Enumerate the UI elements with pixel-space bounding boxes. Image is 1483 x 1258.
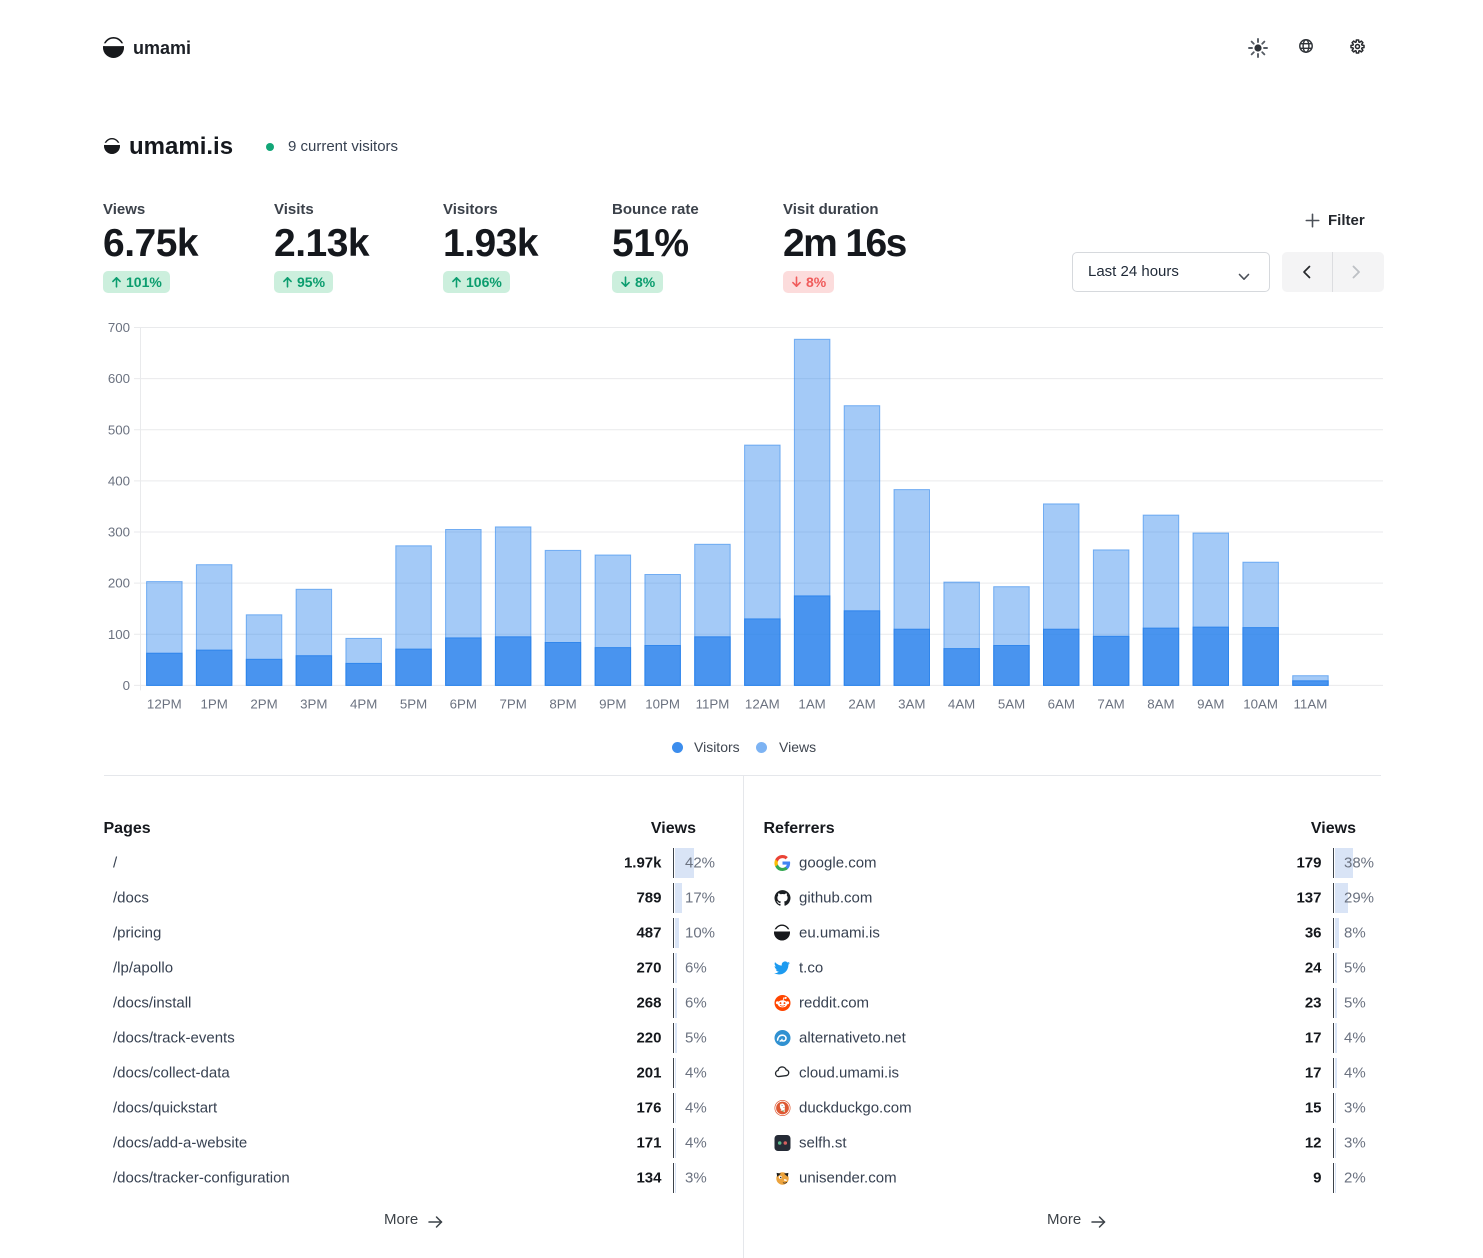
svg-text:200: 200 [108,576,130,591]
svg-text:9PM: 9PM [599,697,626,712]
svg-text:12PM: 12PM [147,697,182,712]
svg-text:400: 400 [108,474,130,489]
svg-text:4AM: 4AM [948,697,975,712]
svg-text:7AM: 7AM [1097,697,1124,712]
svg-text:10PM: 10PM [645,697,680,712]
svg-text:5PM: 5PM [400,697,427,712]
svg-text:11AM: 11AM [1294,697,1328,712]
svg-text:2AM: 2AM [848,697,875,712]
svg-text:11PM: 11PM [696,697,730,712]
svg-text:4PM: 4PM [350,697,377,712]
svg-text:700: 700 [108,320,130,335]
svg-text:1PM: 1PM [201,697,228,712]
svg-text:8AM: 8AM [1147,697,1174,712]
svg-text:0: 0 [123,678,130,693]
svg-text:8PM: 8PM [549,697,576,712]
svg-text:7PM: 7PM [500,697,527,712]
svg-text:9AM: 9AM [1197,697,1224,712]
svg-text:1AM: 1AM [798,697,825,712]
svg-text:3AM: 3AM [898,697,925,712]
svg-text:300: 300 [108,525,130,540]
svg-text:5AM: 5AM [998,697,1025,712]
svg-text:10AM: 10AM [1243,697,1278,712]
svg-text:12AM: 12AM [745,697,780,712]
svg-text:100: 100 [108,627,130,642]
svg-text:500: 500 [108,422,130,437]
svg-text:6AM: 6AM [1048,697,1075,712]
svg-text:6PM: 6PM [450,697,477,712]
svg-text:3PM: 3PM [300,697,327,712]
svg-text:2PM: 2PM [250,697,277,712]
svg-text:600: 600 [108,371,130,386]
